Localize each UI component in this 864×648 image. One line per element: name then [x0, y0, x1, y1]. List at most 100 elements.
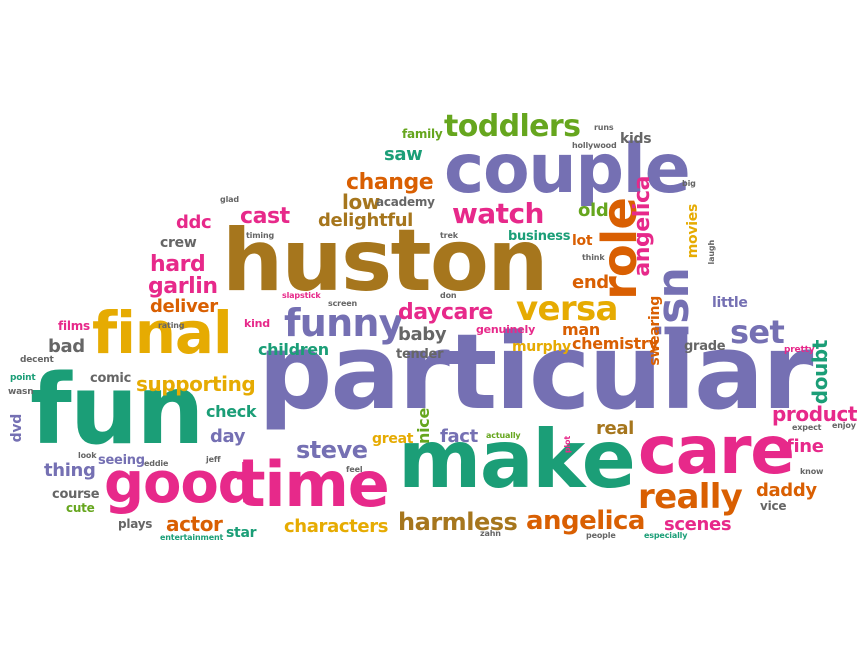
word-funny: funny: [284, 301, 403, 345]
word-glad: glad: [220, 195, 239, 204]
word-slapstick: slapstick: [282, 291, 321, 300]
word-comic: comic: [90, 371, 132, 386]
word-murphy: murphy: [512, 339, 571, 355]
word-man: man: [562, 320, 600, 339]
word-fun: fun: [30, 354, 205, 466]
word-fact: fact: [440, 426, 478, 447]
word-plot: plot: [563, 436, 572, 454]
word-laugh: laugh: [707, 240, 716, 265]
word-decent: decent: [20, 355, 54, 365]
word-daddy: daddy: [756, 480, 817, 501]
word-actor: actor: [166, 512, 223, 536]
word-runs: runs: [594, 123, 614, 132]
word-crew: crew: [160, 235, 197, 251]
word-screen: screen: [328, 299, 358, 308]
word-course: course: [52, 487, 100, 502]
word-kids: kids: [620, 131, 652, 147]
word-eddie: eddie: [144, 459, 169, 468]
word-end: end: [572, 272, 609, 293]
word-huston: huston: [222, 211, 548, 311]
word-make: make: [398, 413, 636, 506]
word-little: little: [712, 295, 748, 311]
word-think: think: [582, 253, 605, 262]
word-delightful: delightful: [318, 210, 413, 231]
word-bad: bad: [48, 336, 85, 357]
word-old: old: [578, 200, 609, 221]
word-versa: versa: [516, 289, 618, 329]
word-enjoy: enjoy: [832, 421, 856, 430]
word-deliver: deliver: [150, 296, 218, 317]
word-zahn: zahn: [480, 529, 501, 538]
word-people: people: [586, 531, 616, 540]
word-watch: watch: [452, 197, 544, 230]
word-great: great: [372, 431, 414, 447]
word-cast: cast: [240, 204, 290, 229]
word-supporting: supporting: [136, 372, 256, 396]
word-cute: cute: [66, 501, 95, 515]
word-nice: nice: [414, 408, 433, 444]
word-angelica: angelica: [526, 506, 645, 536]
word-real: real: [596, 418, 634, 439]
word-wasn: wasn: [8, 387, 34, 397]
word-timing: timing: [246, 231, 275, 240]
word-change: change: [346, 170, 434, 195]
word-baby: baby: [398, 324, 447, 345]
word-lot: lot: [572, 233, 593, 249]
word-know: know: [800, 467, 824, 476]
word-feel: feel: [346, 465, 363, 474]
word-dvd: dvd: [9, 414, 25, 443]
word-academy: academy: [376, 195, 435, 209]
word-couple: couple: [444, 130, 691, 209]
word-time: time: [236, 448, 390, 521]
word-final: final: [92, 299, 233, 367]
word-chemistry: chemistry: [572, 334, 659, 353]
word-actually: actually: [486, 431, 521, 440]
word-big: big: [682, 179, 696, 188]
word-rating: rating: [158, 321, 185, 330]
word-daycare: daycare: [398, 300, 493, 325]
word-characters: characters: [284, 516, 389, 537]
word-product: product: [772, 402, 858, 426]
word-saw: saw: [384, 144, 423, 165]
word-thing: thing: [44, 460, 96, 481]
word-check: check: [206, 402, 257, 421]
word-trek: trek: [440, 231, 458, 240]
word-really: really: [638, 477, 743, 517]
word-movies: movies: [685, 204, 701, 259]
word-particular: particular: [258, 311, 813, 433]
word-kind: kind: [244, 317, 270, 330]
word-fine: fine: [786, 436, 824, 457]
word-business: business: [508, 229, 571, 244]
word-steve: steve: [296, 436, 368, 464]
word-point: point: [10, 373, 36, 383]
word-ddc: ddc: [176, 212, 212, 233]
word-hard: hard: [150, 252, 206, 277]
word-seeing: seeing: [98, 453, 145, 468]
word-set: set: [730, 313, 785, 351]
word-day: day: [210, 426, 246, 447]
word-hollywood: hollywood: [572, 141, 617, 150]
word-expect: expect: [792, 423, 822, 432]
word-films: films: [58, 319, 90, 333]
word-star: star: [226, 525, 257, 541]
word-harmless: harmless: [398, 508, 518, 536]
word-toddlers: toddlers: [444, 109, 581, 144]
word-angelica-vertical: angelica: [630, 176, 655, 277]
word-vice: vice: [760, 499, 787, 513]
word-grade: grade: [684, 339, 726, 354]
word-tender: tender: [396, 347, 444, 362]
word-low: low: [342, 190, 380, 214]
word-good: good: [104, 451, 258, 516]
word-plays: plays: [118, 517, 153, 531]
word-genuinely: genuinely: [476, 323, 536, 336]
word-garlin: garlin: [148, 274, 218, 299]
word-don: don: [440, 291, 457, 300]
word-jeff: jeff: [206, 455, 221, 464]
word-care: care: [638, 412, 795, 489]
word-children: children: [258, 340, 329, 359]
word-pretty: pretty: [784, 345, 815, 355]
word-swearing: swearing: [647, 296, 663, 366]
word-look: look: [78, 451, 97, 460]
word-family: family: [402, 127, 443, 141]
